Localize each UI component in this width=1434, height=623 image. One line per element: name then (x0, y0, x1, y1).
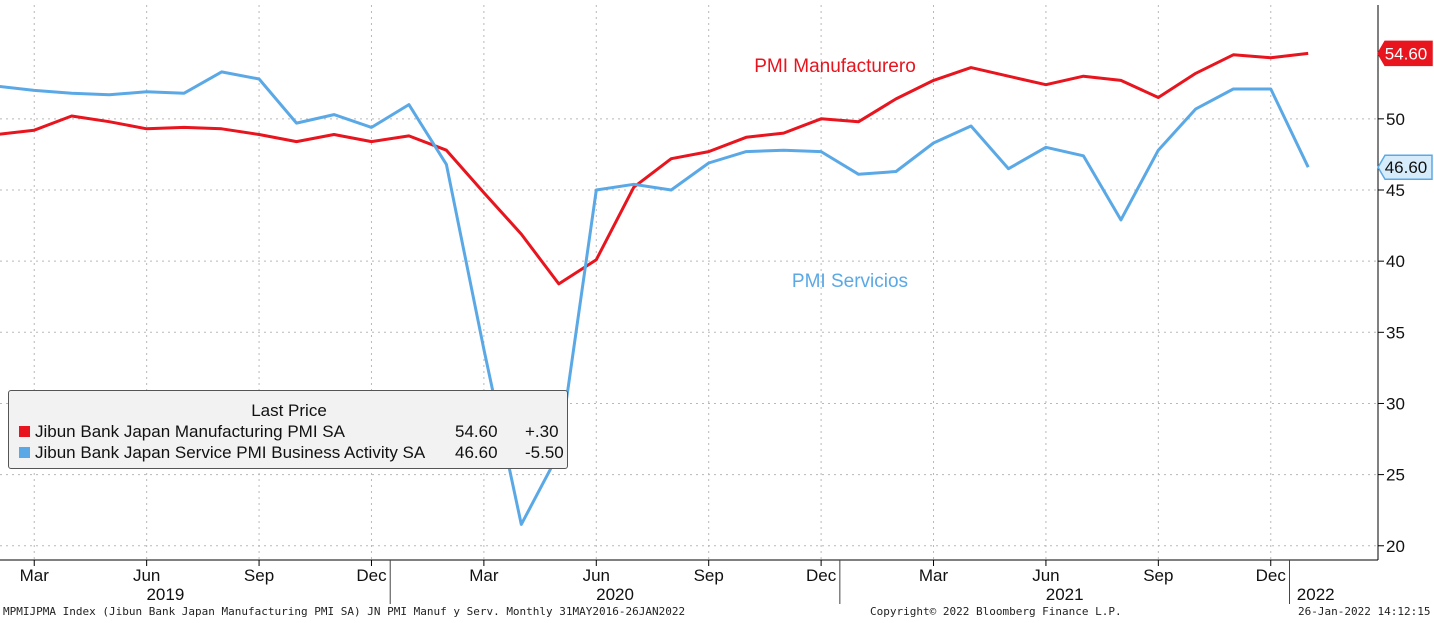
x-tick-label: Jun (1032, 566, 1059, 585)
last-value-tag-box (1377, 154, 1433, 180)
annotations: PMI Manufacturero PMI Servicios 54.60 46.60 (754, 40, 1433, 292)
y-tick-label: 20 (1386, 537, 1405, 556)
x-tick-label: Sep (694, 566, 724, 585)
y-tick-label: 30 (1386, 394, 1405, 413)
series-manufacturing-line (0, 51, 1309, 286)
footer-timestamp: 26-Jan-2022 14:12:15 (1298, 605, 1431, 618)
last-value-tag-manufacturing: 54.60 (1377, 40, 1433, 67)
legend-value-services: 46.60 (455, 443, 498, 462)
x-tick-label: Mar (20, 566, 50, 585)
last-value-tag-label: 46.60 (1385, 158, 1428, 177)
annotation-manufacturing: PMI Manufacturero (754, 56, 916, 77)
y-tick-label: 45 (1386, 181, 1405, 200)
legend-change-services: -5.50 (525, 443, 564, 462)
legend-change-manufacturing: +.30 (525, 422, 559, 441)
x-tick-label: Sep (1143, 566, 1173, 585)
year-label: 2021 (1046, 585, 1084, 604)
x-tick-label: Jun (583, 566, 610, 585)
x-tick-label: Mar (469, 566, 499, 585)
legend-box: Last Price Jibun Bank Japan Manufacturin… (8, 390, 568, 469)
last-value-tag-box (1377, 40, 1433, 67)
legend-title: Last Price (251, 401, 327, 420)
year-label: 2019 (146, 585, 184, 604)
y-tick-label: 50 (1386, 110, 1405, 129)
legend-value-manufacturing: 54.60 (455, 422, 498, 441)
last-value-tag-services: 46.60 (1377, 154, 1433, 180)
legend-name-manufacturing: Jibun Bank Japan Manufacturing PMI SA (35, 422, 345, 441)
x-tick-label: Dec (356, 566, 387, 585)
series-lines (0, 51, 1310, 526)
x-tick-label: Dec (806, 566, 837, 585)
legend-swatch-services (19, 447, 30, 458)
y-tick-label: 35 (1386, 323, 1405, 342)
last-value-tag-label: 54.60 (1385, 44, 1428, 63)
x-tick-label: Mar (919, 566, 949, 585)
footer-source: MPMIJPMA Index (Jibun Bank Japan Manufac… (3, 605, 686, 618)
x-tick-label: Jun (133, 566, 160, 585)
legend-name-services: Jibun Bank Japan Service PMI Business Ac… (35, 443, 426, 462)
x-tick-label: Dec (1256, 566, 1287, 585)
annotation-services: PMI Servicios (792, 271, 908, 292)
x-axis: Mar Jun Sep Dec Mar Jun Sep Dec Mar Jun Sep Dec 2019… (0, 559, 1378, 604)
y-tick-label: 40 (1386, 252, 1405, 271)
year-label: 2022 (1297, 585, 1335, 604)
y-axis: 20 25 30 35 40 45 50 (1377, 5, 1405, 560)
legend-swatch-manufacturing (19, 426, 30, 437)
x-tick-label: Sep (244, 566, 274, 585)
series-services-line (0, 70, 1310, 526)
footer-copyright: Copyright© 2022 Bloomberg Finance L.P. (870, 605, 1122, 618)
year-label: 2020 (596, 585, 634, 604)
y-tick-label: 25 (1386, 466, 1405, 485)
